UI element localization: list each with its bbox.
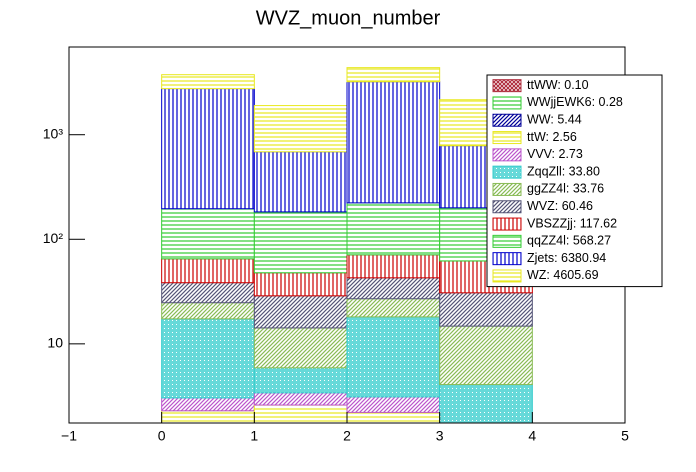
legend-label: WWjjEWK6: 0.28 (527, 95, 623, 109)
x-tick-label: 4 (528, 428, 536, 444)
histogram-segment (253, 272, 348, 297)
legend-label: ZqqZll: 33.80 (527, 164, 600, 178)
legend-label: WZ: 4605.69 (527, 268, 599, 282)
histogram-segment (161, 302, 255, 320)
histogram-segment (253, 151, 348, 213)
legend-box (486, 74, 663, 288)
legend-label: ggZZ4l: 33.76 (527, 182, 604, 196)
histogram-segment (346, 277, 441, 300)
histogram-segment (161, 397, 255, 412)
legend-label: VVV: 2.73 (527, 147, 583, 161)
legend-label: WW: 5.44 (527, 113, 582, 127)
plot-area (161, 67, 533, 423)
y-tick-label: 10³ (43, 125, 64, 141)
histogram-segment (253, 211, 348, 274)
histogram-segment (253, 367, 348, 394)
legend-swatch (492, 252, 522, 266)
legend-swatch (492, 96, 522, 110)
y-tick-label: 10² (43, 230, 64, 246)
legend-swatch (492, 200, 522, 214)
legend: ttWW: 0.10 WWjjEWK6: 0.28 WW: 5.44 ttW: 2.5… (486, 74, 663, 288)
legend-label: Zjets: 6380.94 (527, 251, 606, 265)
histogram-segment (439, 384, 533, 423)
x-tick-label: 5 (621, 428, 629, 444)
x-tick-label: 2 (343, 428, 351, 444)
legend-label: ttWW: 0.10 (527, 78, 589, 92)
histogram-segment (253, 327, 348, 369)
histogram-segment (346, 254, 441, 279)
histogram-segment (346, 81, 441, 204)
legend-swatch (492, 131, 522, 145)
histogram-segment (439, 325, 533, 386)
histogram-segment (346, 202, 441, 256)
legend-swatch (492, 234, 522, 248)
legend-swatch (492, 269, 522, 283)
x-tick-label: 1 (250, 428, 258, 444)
legend-swatch (492, 79, 522, 93)
legend-label: VBSZZjj: 117.62 (527, 216, 617, 230)
chart-title: WVZ_muon_number (256, 7, 441, 29)
legend-swatch (492, 113, 522, 127)
histogram-segment (253, 392, 348, 406)
x-tick-label: 0 (158, 428, 166, 444)
x-tick-label: −1 (61, 428, 77, 444)
histogram-segment (346, 396, 441, 413)
legend-swatch (492, 217, 522, 231)
legend-swatch (492, 182, 522, 196)
histogram-segment (161, 74, 255, 90)
legend-swatch (492, 148, 522, 162)
histogram-segment (253, 105, 348, 153)
histogram-segment (346, 67, 441, 83)
histogram-segment (346, 316, 441, 398)
histogram-segment (161, 318, 255, 399)
histogram-segment (253, 295, 348, 329)
legend-label: qqZZ4l: 568.27 (527, 234, 611, 248)
histogram-segment (439, 292, 533, 327)
histogram-segment (161, 88, 255, 210)
legend-label: WVZ: 60.46 (527, 199, 593, 213)
histogram-segment (161, 258, 255, 284)
axes: −1 0 1 2 3 4 5 10 10² 10³ (43, 125, 629, 443)
x-tick-label: 3 (436, 428, 444, 444)
y-tick-label: 10 (47, 335, 63, 351)
histogram-segment (161, 208, 255, 260)
legend-swatch (492, 165, 522, 179)
histogram-segment (346, 298, 441, 318)
histogram-segment (161, 282, 255, 304)
legend-label: ttW: 2.56 (527, 130, 577, 144)
